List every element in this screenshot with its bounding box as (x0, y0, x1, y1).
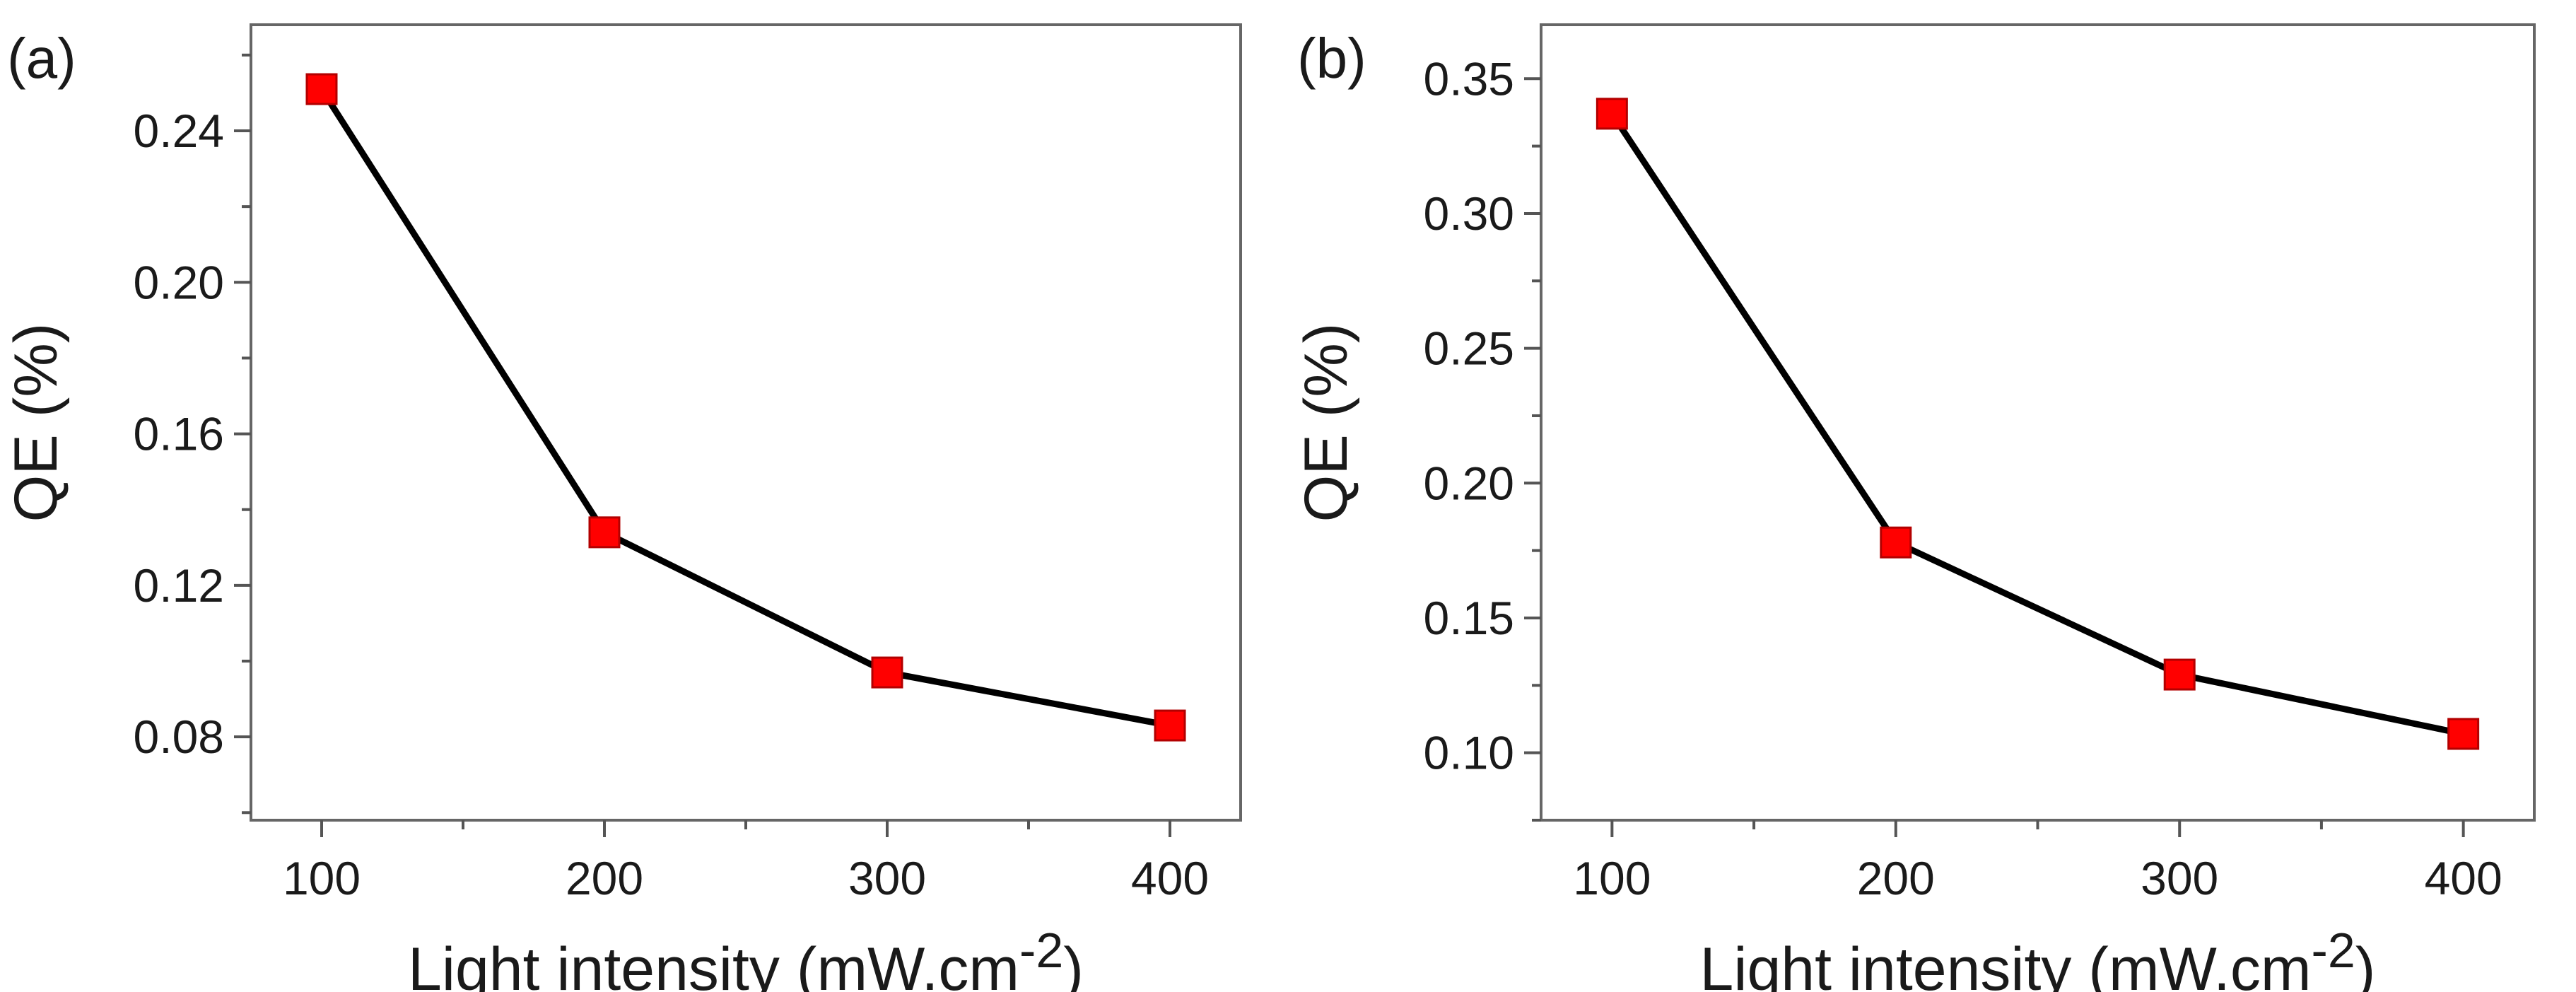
panel-a-y-tick-label: 0.08 (134, 711, 224, 763)
panel-a-label: (a) (7, 27, 76, 90)
panel-a-x-tick-label: 400 (1131, 852, 1209, 904)
panel-b-y-tick-label: 0.20 (1424, 457, 1514, 509)
panel-b-plot-frame (1540, 23, 2536, 822)
panel-a-y-tick-label: 0.12 (134, 559, 224, 612)
panel-a: 100 200 300 400 0.08 0.12 0.16 0.20 0.24 (a) QE (%… (2, 23, 1242, 992)
panel-a-y-tick-label: 0.24 (134, 105, 224, 157)
panel-b-y-tick-label: 0.10 (1424, 727, 1514, 779)
panel-b-series-line (1609, 112, 2464, 737)
panel-a-x-axis-title: Light intensity (mW.cm-2) (408, 923, 1084, 992)
panel-a-data-point (871, 656, 903, 689)
panel-a-data-point (305, 73, 338, 105)
panel-b-y-tick-label: 0.35 (1424, 52, 1514, 105)
panel-b-data-point (1880, 526, 1912, 559)
panel-a-x-tick-label: 100 (283, 852, 361, 904)
panel-b-data-point (2447, 718, 2480, 750)
panel-a-plot-frame (250, 23, 1242, 822)
panel-b-y-axis-title: QE (%) (1292, 323, 1360, 523)
panel-b-x-tick-label: 400 (2425, 852, 2502, 904)
panel-a-data-point (588, 516, 621, 549)
panel-b: 100 200 300 400 0.10 0.15 0.20 0.25 0.30 0.35 (b) Q… (1292, 23, 2536, 992)
panel-a-data-point (1154, 709, 1186, 742)
panel-b-x-tick-label: 200 (1857, 852, 1935, 904)
panel-b-y-tick-label: 0.25 (1424, 322, 1514, 375)
panel-b-x-axis-title: Light intensity (mW.cm-2) (1700, 923, 2376, 992)
panel-b-data-point (2163, 658, 2196, 691)
panel-a-y-tick-label: 0.20 (134, 256, 224, 308)
panel-b-label: (b) (1297, 27, 1366, 90)
panel-a-y-tick-label: 0.16 (134, 408, 224, 460)
panel-b-y-tick-label: 0.15 (1424, 592, 1514, 644)
panel-b-x-tick-label: 300 (2141, 852, 2218, 904)
panel-a-x-tick-label: 300 (848, 852, 926, 904)
panel-b-y-tick-label: 0.30 (1424, 187, 1514, 240)
panel-a-y-axis-title: QE (%) (2, 323, 70, 523)
panel-b-x-tick-label: 100 (1573, 852, 1651, 904)
panel-b-data-point (1596, 98, 1628, 130)
panel-a-x-tick-label: 200 (566, 852, 643, 904)
panel-a-series-line (319, 87, 1171, 729)
